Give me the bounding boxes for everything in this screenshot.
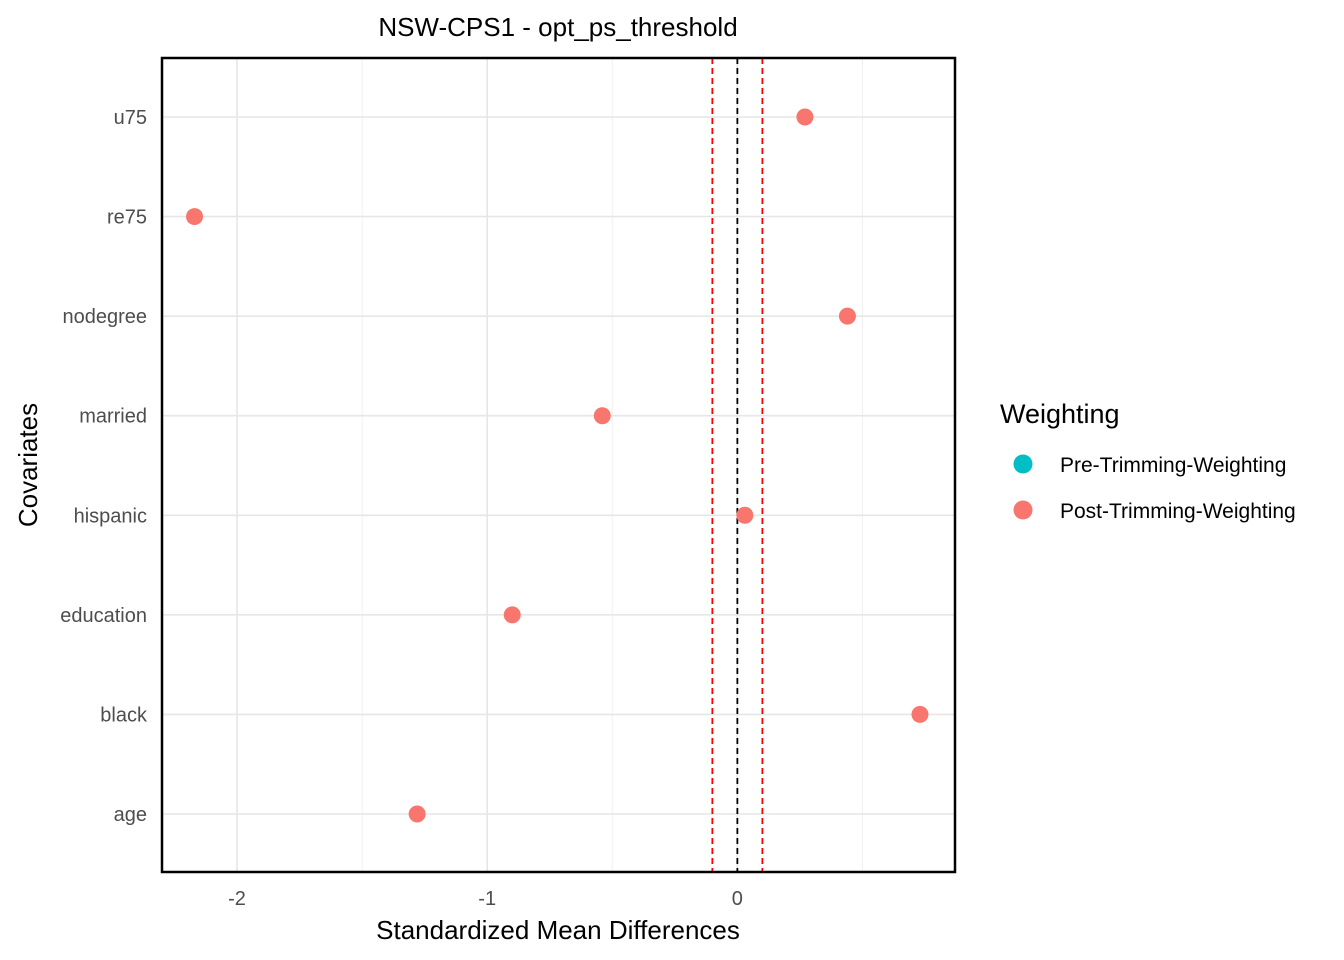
legend-label: Post-Trimming-Weighting	[1060, 500, 1296, 523]
x-tick-label: -2	[228, 888, 246, 910]
y-axis-ticks: age black education hispanic married nodegree…	[60, 107, 148, 826]
y-tick-label: married	[79, 406, 147, 428]
y-tick-label: re75	[107, 207, 147, 229]
x-tick-label: -1	[478, 888, 496, 910]
y-tick-label: hispanic	[74, 505, 147, 527]
legend-label: Pre-Trimming-Weighting	[1060, 454, 1286, 477]
legend-title: Weighting	[1000, 399, 1120, 429]
data-point-black	[911, 705, 929, 723]
gridlines	[162, 58, 955, 872]
data-point-education	[503, 606, 521, 624]
reference-lines	[711, 58, 764, 872]
data-point-age	[408, 805, 426, 823]
x-tick-label: 0	[732, 888, 743, 910]
data-points	[186, 108, 929, 823]
data-point-nodegree	[838, 307, 856, 325]
data-point-u75	[796, 108, 814, 126]
y-tick-label: age	[114, 804, 147, 826]
data-point-married	[593, 407, 611, 425]
y-axis-title: Covariates	[13, 403, 43, 527]
y-tick-label: u75	[114, 107, 147, 129]
legend-entries: Pre-Trimming-Weighting Post-Trimming-Weig…	[1013, 454, 1296, 523]
y-tick-label: nodegree	[62, 306, 147, 328]
y-tick-label: education	[60, 605, 147, 627]
x-axis-ticks: -2 -1 0	[228, 888, 743, 910]
y-tick-label: black	[100, 704, 148, 726]
chart-title: NSW-CPS1 - opt_ps_threshold	[378, 12, 737, 42]
data-point-re75	[186, 208, 204, 226]
legend-key	[1013, 500, 1033, 520]
plot-panel-border	[160, 56, 957, 874]
legend: Weighting Pre-Trimming-Weighting Post-Tri…	[1000, 399, 1296, 523]
x-axis-title: Standardized Mean Differences	[376, 915, 740, 945]
data-point-hispanic	[736, 506, 754, 524]
legend-key	[1013, 454, 1033, 474]
